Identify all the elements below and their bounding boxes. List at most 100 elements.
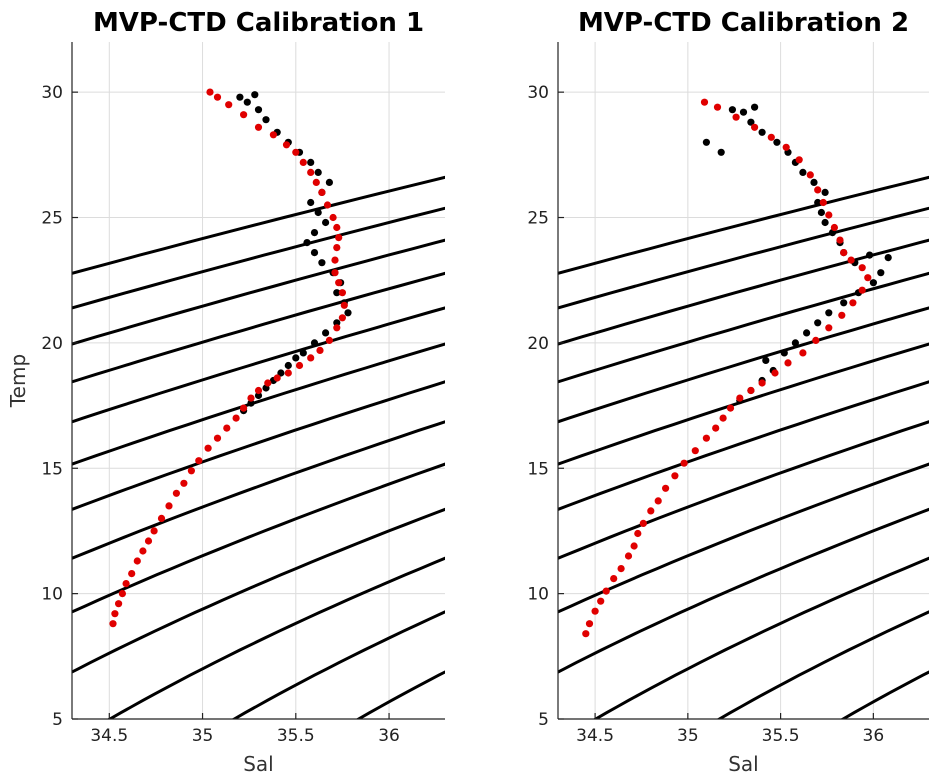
panel-2-y-tick-label: 30 [527,83,549,103]
panel-1-isoline [0,4,930,744]
red-data-point [205,445,212,452]
red-data-point [206,89,213,96]
red-data-point [799,349,806,356]
red-data-point [134,557,141,564]
panel-1-density-isolines [0,4,930,744]
red-data-point [214,94,221,101]
red-data-point [692,447,699,454]
panel-1-isoline [0,4,930,744]
panel-2-isoline [678,4,930,744]
red-data-point [331,257,338,264]
black-data-point [799,169,806,176]
black-data-point [810,179,817,186]
panel-2-y-tick-label: 5 [538,710,549,730]
panel-2-y-tick-label: 15 [527,459,549,479]
red-data-point [326,337,333,344]
panel-2-x-tick-label: 35 [677,726,699,746]
red-data-point [158,515,165,522]
panel-2-isoline [0,4,930,744]
red-data-point [255,387,262,394]
red-data-point [318,189,325,196]
black-data-point [814,319,821,326]
black-data-point [307,199,314,206]
red-data-point [720,415,727,422]
red-data-point [128,570,135,577]
panel-1-y-tick-label: 15 [41,459,63,479]
red-data-point [634,530,641,537]
black-data-point [740,109,747,116]
red-data-point [814,186,821,193]
red-data-point [247,395,254,402]
panel-2-x-axis-label: Sal [728,752,759,776]
panel-2-x-tick-label: 34.5 [576,726,614,746]
red-data-point [820,199,827,206]
red-data-point [586,620,593,627]
red-data-point [307,169,314,176]
panel-1-isoline [0,4,930,744]
panel-2-density-isolines [0,4,930,744]
red-data-point [225,101,232,108]
panel-2-isoline [0,4,930,744]
red-data-point [313,179,320,186]
panel-1-x-tick-label: 35.5 [277,726,315,746]
red-data-point [681,460,688,467]
panel-1-title: MVP-CTD Calibration 1 [93,8,424,38]
panel-1-isoline [0,4,930,744]
red-data-point [333,244,340,251]
red-data-point [333,324,340,331]
panel-2-y-tick-label: 25 [527,209,549,229]
red-data-point [270,131,277,138]
red-data-point [807,171,814,178]
red-data-point [139,547,146,554]
red-data-point [274,374,281,381]
panel-1-y-tick-label: 30 [41,83,63,103]
panel-2-title: MVP-CTD Calibration 2 [578,8,909,38]
red-data-point [783,144,790,151]
red-data-point [662,485,669,492]
black-data-point [315,169,322,176]
red-data-point [195,457,202,464]
red-data-point [751,124,758,131]
red-data-point [655,497,662,504]
red-data-point [307,354,314,361]
black-data-point [866,252,873,259]
red-data-point [825,324,832,331]
black-data-point [236,94,243,101]
panel-1-x-tick-label: 36 [378,726,400,746]
red-data-point [631,542,638,549]
panel-1-isoline [0,4,930,744]
black-data-point [315,209,322,216]
panel-2-isoline [0,4,930,744]
black-data-point [255,106,262,113]
red-data-point [836,237,843,244]
red-data-point [341,302,348,309]
red-data-point [597,598,604,605]
red-data-point [747,387,754,394]
red-data-point [736,395,743,402]
red-data-point [240,111,247,118]
red-data-point [330,214,337,221]
black-data-point [825,309,832,316]
black-data-point [322,219,329,226]
red-data-point [712,425,719,432]
red-data-point [784,359,791,366]
black-data-point [311,229,318,236]
red-data-point [316,347,323,354]
red-data-point [640,520,647,527]
red-data-point [727,405,734,412]
black-data-point [751,104,758,111]
black-data-point [792,339,799,346]
panel-2-x-tick-label: 35.5 [762,726,800,746]
red-data-point [173,490,180,497]
red-data-point [214,435,221,442]
red-data-point [849,299,856,306]
red-data-point [145,537,152,544]
panel-2-y-tick-label: 20 [527,334,549,354]
red-data-point [296,362,303,369]
panel-2-isoline [801,4,930,744]
red-data-point [188,467,195,474]
panel-2-isoline [59,4,930,744]
red-data-point [180,480,187,487]
